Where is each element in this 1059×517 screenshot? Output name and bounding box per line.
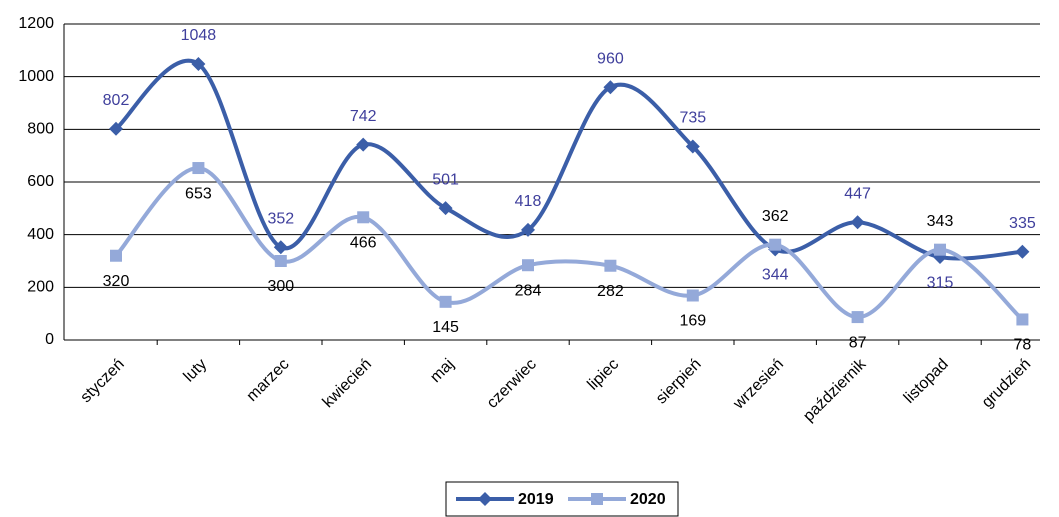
x-tick-label: maj <box>427 356 457 386</box>
legend <box>445 481 679 517</box>
marker <box>603 80 618 95</box>
x-tick-label: grudzień <box>979 356 1034 411</box>
y-tick-label: 0 <box>45 331 54 348</box>
y-tick-label: 800 <box>27 121 54 138</box>
legend-marker <box>478 492 492 506</box>
data-label: 447 <box>844 186 871 203</box>
x-tick-label: lipiec <box>584 356 622 394</box>
y-tick-label: 200 <box>27 279 54 296</box>
data-label: 960 <box>597 50 624 67</box>
x-tick-label: wrzesień <box>730 356 787 413</box>
marker <box>109 121 123 136</box>
marker <box>769 238 782 251</box>
data-label: 78 <box>1014 337 1032 354</box>
data-label: 418 <box>515 193 542 210</box>
data-label: 653 <box>185 185 212 202</box>
data-label: 802 <box>103 92 130 109</box>
marker <box>685 139 700 154</box>
data-label: 169 <box>679 313 706 330</box>
marker <box>1015 244 1030 259</box>
data-label: 501 <box>432 171 459 188</box>
marker <box>522 259 534 272</box>
series-line <box>114 166 1024 321</box>
marker <box>850 215 865 230</box>
x-tick-label: styczeń <box>77 356 127 406</box>
x-tick-label: listopad <box>901 356 952 407</box>
data-label: 466 <box>350 235 377 252</box>
y-tick-label: 1000 <box>18 68 54 85</box>
data-label: 343 <box>927 213 954 230</box>
data-label: 362 <box>762 208 789 225</box>
data-label: 742 <box>350 108 377 125</box>
x-tick-label: czerwiec <box>484 356 540 412</box>
legend-label: 2019 <box>518 491 554 508</box>
marker <box>686 289 699 302</box>
data-label: 145 <box>432 319 459 336</box>
x-tick-label: marzec <box>244 356 293 405</box>
marker <box>110 249 122 262</box>
data-label: 284 <box>515 282 542 299</box>
x-tick-label: luty <box>181 356 211 386</box>
marker <box>273 240 288 255</box>
x-tick-label: sierpień <box>653 356 705 408</box>
data-label: 282 <box>597 283 624 300</box>
marker <box>192 162 205 175</box>
data-label: 320 <box>103 273 130 290</box>
marker <box>357 211 370 224</box>
marker <box>934 243 946 256</box>
marker <box>1016 313 1029 326</box>
legend-label: 2020 <box>630 491 666 508</box>
marker <box>521 222 535 237</box>
x-tick-label: październik <box>800 355 870 425</box>
data-label: 344 <box>762 267 789 284</box>
marker <box>356 137 371 152</box>
legend-marker <box>591 493 603 505</box>
marker <box>851 311 864 324</box>
y-tick-label: 600 <box>27 173 54 190</box>
data-label: 300 <box>267 278 294 295</box>
marker <box>191 57 206 72</box>
marker <box>274 255 287 267</box>
data-label: 315 <box>927 274 954 291</box>
data-label: 352 <box>267 211 294 228</box>
marker <box>604 259 617 272</box>
marker <box>439 295 452 308</box>
y-tick-label: 400 <box>27 226 54 243</box>
x-tick-label: kwiecień <box>320 356 375 411</box>
data-label: 335 <box>1009 215 1036 232</box>
y-tick-label: 1200 <box>18 15 54 32</box>
marker <box>438 201 453 216</box>
data-label: 1048 <box>181 27 217 44</box>
data-label: 735 <box>679 110 706 127</box>
data-label: 87 <box>849 334 867 351</box>
